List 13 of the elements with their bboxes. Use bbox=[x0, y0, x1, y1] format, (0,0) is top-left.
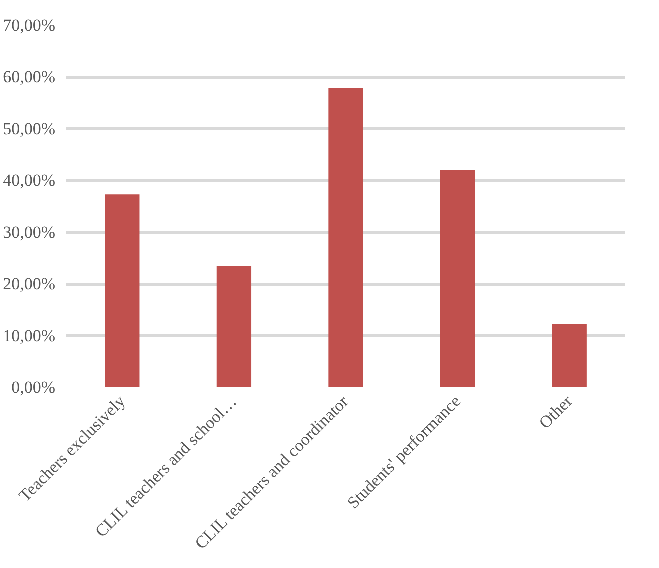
y-tick-label: 30,00% bbox=[3, 222, 56, 242]
y-tick-label: 0,00% bbox=[12, 378, 56, 397]
bar bbox=[216, 266, 252, 388]
y-tick-label: 40,00% bbox=[3, 171, 56, 190]
y-tick-label: 60,00% bbox=[3, 68, 56, 87]
bar bbox=[105, 194, 140, 388]
bar bbox=[328, 88, 364, 388]
y-tick-label: 50,00% bbox=[3, 119, 56, 138]
y-tick-label: 10,00% bbox=[3, 326, 56, 346]
y-tick-label: 70,00% bbox=[3, 16, 56, 35]
y-tick-label: 20,00% bbox=[3, 274, 56, 294]
bar bbox=[440, 170, 476, 388]
bar bbox=[552, 324, 587, 388]
